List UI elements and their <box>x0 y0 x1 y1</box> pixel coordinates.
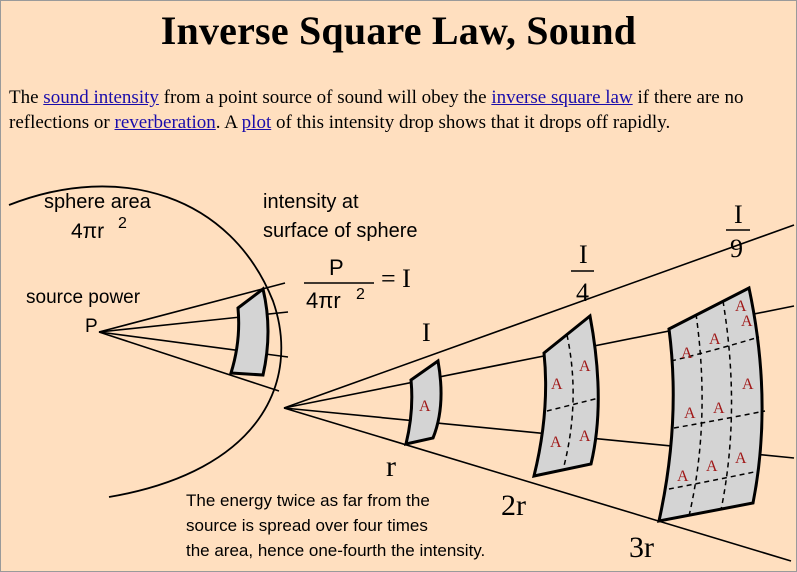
sphere-area-formula: 4πr <box>71 220 104 243</box>
svg-text:A: A <box>742 376 754 393</box>
intensity-3r-numerator: I <box>734 200 743 229</box>
intro-text-4: . A <box>215 112 242 133</box>
intro-text-2: from a point source of sound will obey t… <box>158 87 492 108</box>
svg-text:A: A <box>735 298 747 315</box>
svg-text:A: A <box>551 376 563 393</box>
formula-numerator: P <box>329 255 344 280</box>
svg-text:A: A <box>681 345 693 362</box>
svg-text:A: A <box>677 468 689 485</box>
svg-text:A: A <box>706 458 718 475</box>
svg-text:A: A <box>579 428 591 445</box>
intro-text-3: if there are no reflections or <box>9 87 744 133</box>
formula-denominator: 4πr <box>306 288 341 313</box>
caption-line3: the area, hence one-fourth the intensity… <box>186 541 485 560</box>
intensity-r-label: I <box>422 318 431 347</box>
sphere-arc <box>8 185 283 498</box>
svg-text:A: A <box>579 358 591 375</box>
link-plot[interactable]: plot <box>241 112 272 133</box>
svg-text:A: A <box>735 450 747 467</box>
intro-paragraph: The sound intensity from a point source … <box>9 85 794 135</box>
sphere-area-exponent: 2 <box>118 215 127 232</box>
sphere-area-label: sphere area <box>44 191 152 213</box>
intensity-3r-denominator: 9 <box>730 234 743 263</box>
intensity-label-line2: surface of sphere <box>263 220 418 242</box>
panel-3r-labels: A A A A A A A A A A <box>677 298 754 485</box>
link-sound-intensity[interactable]: sound intensity <box>43 87 159 108</box>
intensity-2r-numerator: I <box>579 240 588 269</box>
area-panel-2r <box>531 313 600 478</box>
distance-3r-label: 3r <box>629 531 654 564</box>
caption-line2: source is spread over four times <box>186 516 428 535</box>
distance-r-label: r <box>386 450 396 483</box>
intensity-2r-denominator: 4 <box>576 278 589 307</box>
formula-exponent: 2 <box>356 286 365 303</box>
svg-text:A: A <box>713 400 725 417</box>
inverse-square-diagram: A A A A A A A A A A A A <box>8 185 795 564</box>
caption-line1: The energy twice as far from the <box>186 491 430 510</box>
link-reverberation[interactable]: reverberation <box>114 112 216 133</box>
panel-2r-labels: A A A A <box>550 358 591 451</box>
intensity-label-line1: intensity at <box>263 191 359 213</box>
svg-text:A: A <box>550 434 562 451</box>
intro-text-5: of this intensity drop shows that it dro… <box>271 112 671 133</box>
area-panel-r <box>403 358 443 446</box>
intro-text-1: The <box>9 87 44 108</box>
source-power-label: source power <box>26 287 141 308</box>
link-inverse-square-law[interactable]: inverse square law <box>491 87 633 108</box>
svg-text:A: A <box>741 313 753 330</box>
formula-equals-i: = I <box>381 264 411 293</box>
area-label: A <box>419 398 431 415</box>
svg-text:A: A <box>684 405 696 422</box>
area-panel-3r <box>657 285 764 523</box>
distance-2r-label: 2r <box>501 489 526 522</box>
page-title: Inverse Square Law, Sound <box>160 8 637 53</box>
sphere-surface-patch <box>228 286 270 377</box>
source-point-label: P <box>85 316 98 337</box>
panel-2r-grid <box>546 334 600 471</box>
svg-text:A: A <box>709 331 721 348</box>
panel-3r-grid <box>668 300 766 517</box>
